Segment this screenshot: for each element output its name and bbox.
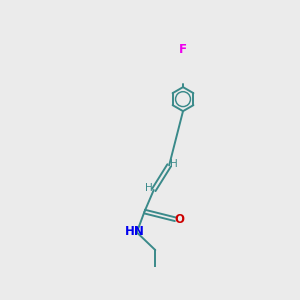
Text: O: O <box>174 213 184 226</box>
Text: HN: HN <box>125 225 145 239</box>
Text: F: F <box>179 44 187 56</box>
Text: H: H <box>145 183 152 193</box>
Text: H: H <box>170 158 178 169</box>
